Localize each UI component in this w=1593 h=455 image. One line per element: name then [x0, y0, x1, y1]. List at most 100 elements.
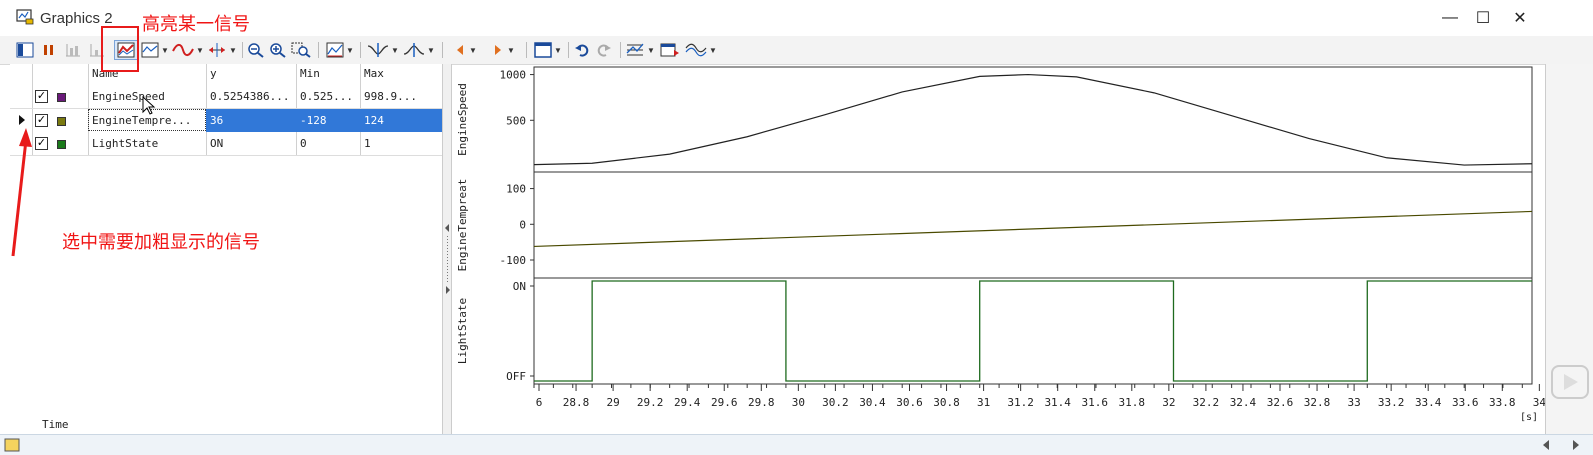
x-tick-label: 29: [606, 396, 619, 409]
x-tick-label: 33.4: [1415, 396, 1442, 409]
row-checkbox[interactable]: ✓: [35, 137, 48, 150]
table-row[interactable]: ✓ LightState ON 0 1: [10, 132, 442, 156]
x-tick-label: 29.2: [637, 396, 664, 409]
y-tick-label: 500: [506, 114, 526, 127]
separator: [620, 42, 621, 58]
row-color-swatch: [57, 140, 66, 149]
x-tick-label: 34: [1533, 396, 1545, 409]
annotation-arrow: [11, 128, 32, 257]
splitter-grip-icon[interactable]: [444, 224, 451, 294]
close-button[interactable]: ✕: [1513, 10, 1527, 27]
window-icon[interactable]: ▼: [532, 40, 564, 60]
zoom-bar-icon[interactable]: [62, 40, 84, 60]
x-tick-label: 29.4: [674, 396, 701, 409]
separator: [360, 42, 361, 58]
signal-compare-icon[interactable]: ▼: [684, 40, 718, 60]
mouse-pointer-icon: [142, 96, 156, 115]
redo-icon[interactable]: [594, 40, 614, 60]
y-tick-label: -100: [500, 254, 527, 267]
y-tick-label: 100: [506, 183, 526, 196]
undo-icon[interactable]: [572, 40, 592, 60]
cell-max: 998.9...: [364, 90, 417, 103]
x-tick-label: 33.6: [1452, 396, 1479, 409]
maximize-button[interactable]: ☐: [1475, 10, 1491, 27]
grid-line: [32, 64, 33, 156]
fit-icon[interactable]: ▼: [206, 40, 238, 60]
graphics-window-icon: [16, 9, 34, 25]
y-axis-label: EngineTempreat: [456, 179, 469, 272]
scroll-right-icon[interactable]: [1570, 439, 1582, 451]
vertical-scrollbar[interactable]: [1545, 64, 1593, 434]
minimize-button[interactable]: —: [1442, 9, 1458, 26]
x-tick-label: 28.8: [563, 396, 590, 409]
layout-icon[interactable]: [14, 40, 36, 60]
window-title: Graphics 2: [40, 10, 113, 27]
chart-panel-frame: [533, 277, 1533, 385]
chart-icon[interactable]: ▼: [324, 40, 356, 60]
separator: [526, 42, 527, 58]
pause-icon[interactable]: [40, 40, 58, 60]
chart-panel-frame: [533, 171, 1533, 279]
x-tick-label: 33.2: [1378, 396, 1405, 409]
cursor-icon[interactable]: ▼: [366, 40, 400, 60]
row-color-swatch: [57, 93, 66, 102]
x-tick-label: 31: [977, 396, 990, 409]
cell-name: LightState: [92, 137, 159, 150]
separator: [318, 42, 319, 58]
y-tick-label: ON: [513, 280, 526, 293]
row-pointer-icon: [19, 115, 25, 125]
x-axis-unit: [s]: [1520, 412, 1538, 423]
column-header-max[interactable]: Max: [364, 67, 384, 80]
select-annotation-label: 选中需要加粗显示的信号: [62, 232, 260, 252]
table-row-selected[interactable]: ✓ EngineTempre... 36 -128 124: [10, 109, 442, 132]
x-tick-label: 32.2: [1193, 396, 1220, 409]
cell-name: EngineTempre...: [92, 114, 192, 127]
separator: [242, 42, 243, 58]
zoom-area-icon[interactable]: [290, 40, 312, 60]
series-line: [534, 280, 1532, 382]
x-tick-label: 33: [1347, 396, 1360, 409]
table-row[interactable]: ✓ EngineSpeed 0.5254386... 0.525... 998.…: [10, 85, 442, 109]
line-style-icon[interactable]: ▼: [172, 40, 204, 60]
column-header-min[interactable]: Min: [300, 67, 320, 80]
measure-icon[interactable]: ▼: [402, 40, 436, 60]
cell-y: ON: [210, 137, 224, 150]
x-tick-label: 32.4: [1230, 396, 1257, 409]
x-tick-label: 32.8: [1304, 396, 1331, 409]
row-checkbox[interactable]: ✓: [35, 114, 48, 127]
panel-splitter[interactable]: [442, 64, 452, 434]
zoom-in-icon[interactable]: [268, 40, 288, 60]
column-header-y[interactable]: y: [210, 67, 217, 80]
x-tick-label: 30.4: [859, 396, 886, 409]
focused-cell-border: [88, 109, 206, 131]
signal-style-icon[interactable]: ▼: [140, 40, 170, 60]
cell-min: -128: [300, 114, 327, 127]
x-tick-label: 32: [1162, 396, 1175, 409]
y-tick-label: 1000: [500, 69, 527, 82]
x-tick-label: 30: [792, 396, 805, 409]
next-icon[interactable]: ▼: [486, 40, 520, 60]
y-tick-label: OFF: [506, 370, 526, 383]
x-tick-label: 29.8: [748, 396, 775, 409]
scroll-left-icon[interactable]: [1540, 439, 1552, 451]
x-tick-label: 33.8: [1489, 396, 1516, 409]
export-icon[interactable]: [658, 40, 682, 60]
status-bar: [0, 434, 1593, 455]
row-color-swatch: [57, 117, 66, 126]
prev-icon[interactable]: ▼: [448, 40, 482, 60]
zoom-out-icon[interactable]: [246, 40, 266, 60]
status-icon: [4, 438, 20, 452]
highlight-button-annotation-box: [101, 26, 139, 72]
cell-min: 0.525...: [300, 90, 353, 103]
row-checkbox[interactable]: ✓: [35, 90, 48, 103]
watermark-logo-icon: [1551, 365, 1589, 399]
x-tick-label: 31.8: [1119, 396, 1146, 409]
layout-list-icon[interactable]: ▼: [624, 40, 656, 60]
x-tick-label: 30.2: [822, 396, 849, 409]
cell-y: 0.5254386...: [210, 90, 290, 103]
y-tick-label: 0: [519, 218, 526, 231]
highlight-signal-icon[interactable]: [114, 40, 138, 60]
title-bar: Graphics 2 — ☐ ✕: [0, 0, 1593, 36]
x-tick-label: 31.6: [1082, 396, 1109, 409]
